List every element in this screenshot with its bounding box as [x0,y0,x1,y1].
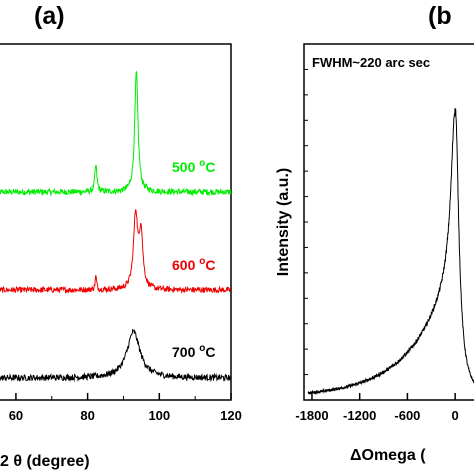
x-tick-label: 120 [220,408,242,423]
series-label-1: 500 oC [172,158,215,175]
panel-b-fwhm-annotation: FWHM~220 arc sec [312,55,430,70]
x-tick-label: 100 [148,408,170,423]
panel-a-x-ticks: 60 80 100 120 [9,393,242,423]
series-line-3 [0,328,232,383]
panel-b-curves [307,108,474,395]
panel-a-series-labels: 500 oC 600 oC 700 oC [172,158,215,360]
panel-b-y-axis-title: Intensity (a.u.) [275,168,292,276]
panel-b-label: (b [428,2,452,30]
series-line-2 [0,209,232,294]
x-tick-label: 0 [452,408,459,423]
panel-a-label: (a) [34,2,65,30]
panel-a-x-axis-title: 2 θ (degree) [0,453,90,470]
panel-a-curves [0,71,232,383]
x-tick-label: 60 [9,408,23,423]
panel-a-plot-frame [0,43,232,401]
series-label-2: 600 oC [172,256,215,273]
panel-b-x-axis-title: ΔOmega ( [350,447,426,464]
panel-b: (b FWHM~220 arc sec Intensity (a.u.) -18… [275,2,474,464]
x-tick-label: -1200 [343,408,376,423]
x-tick-label: -1800 [295,408,328,423]
panel-b-x-ticks: -1800 -1200 -600 0 [295,68,459,423]
series-line-1 [0,71,232,197]
series-label-3: 700 oC [172,343,215,360]
series-line-rocking-curve [307,108,474,395]
x-tick-label: -600 [394,408,420,423]
x-tick-label: 80 [80,408,94,423]
panel-a: (a) 60 80 100 120 500 oC 600 oC 700 oC 2 θ (d… [0,2,242,470]
